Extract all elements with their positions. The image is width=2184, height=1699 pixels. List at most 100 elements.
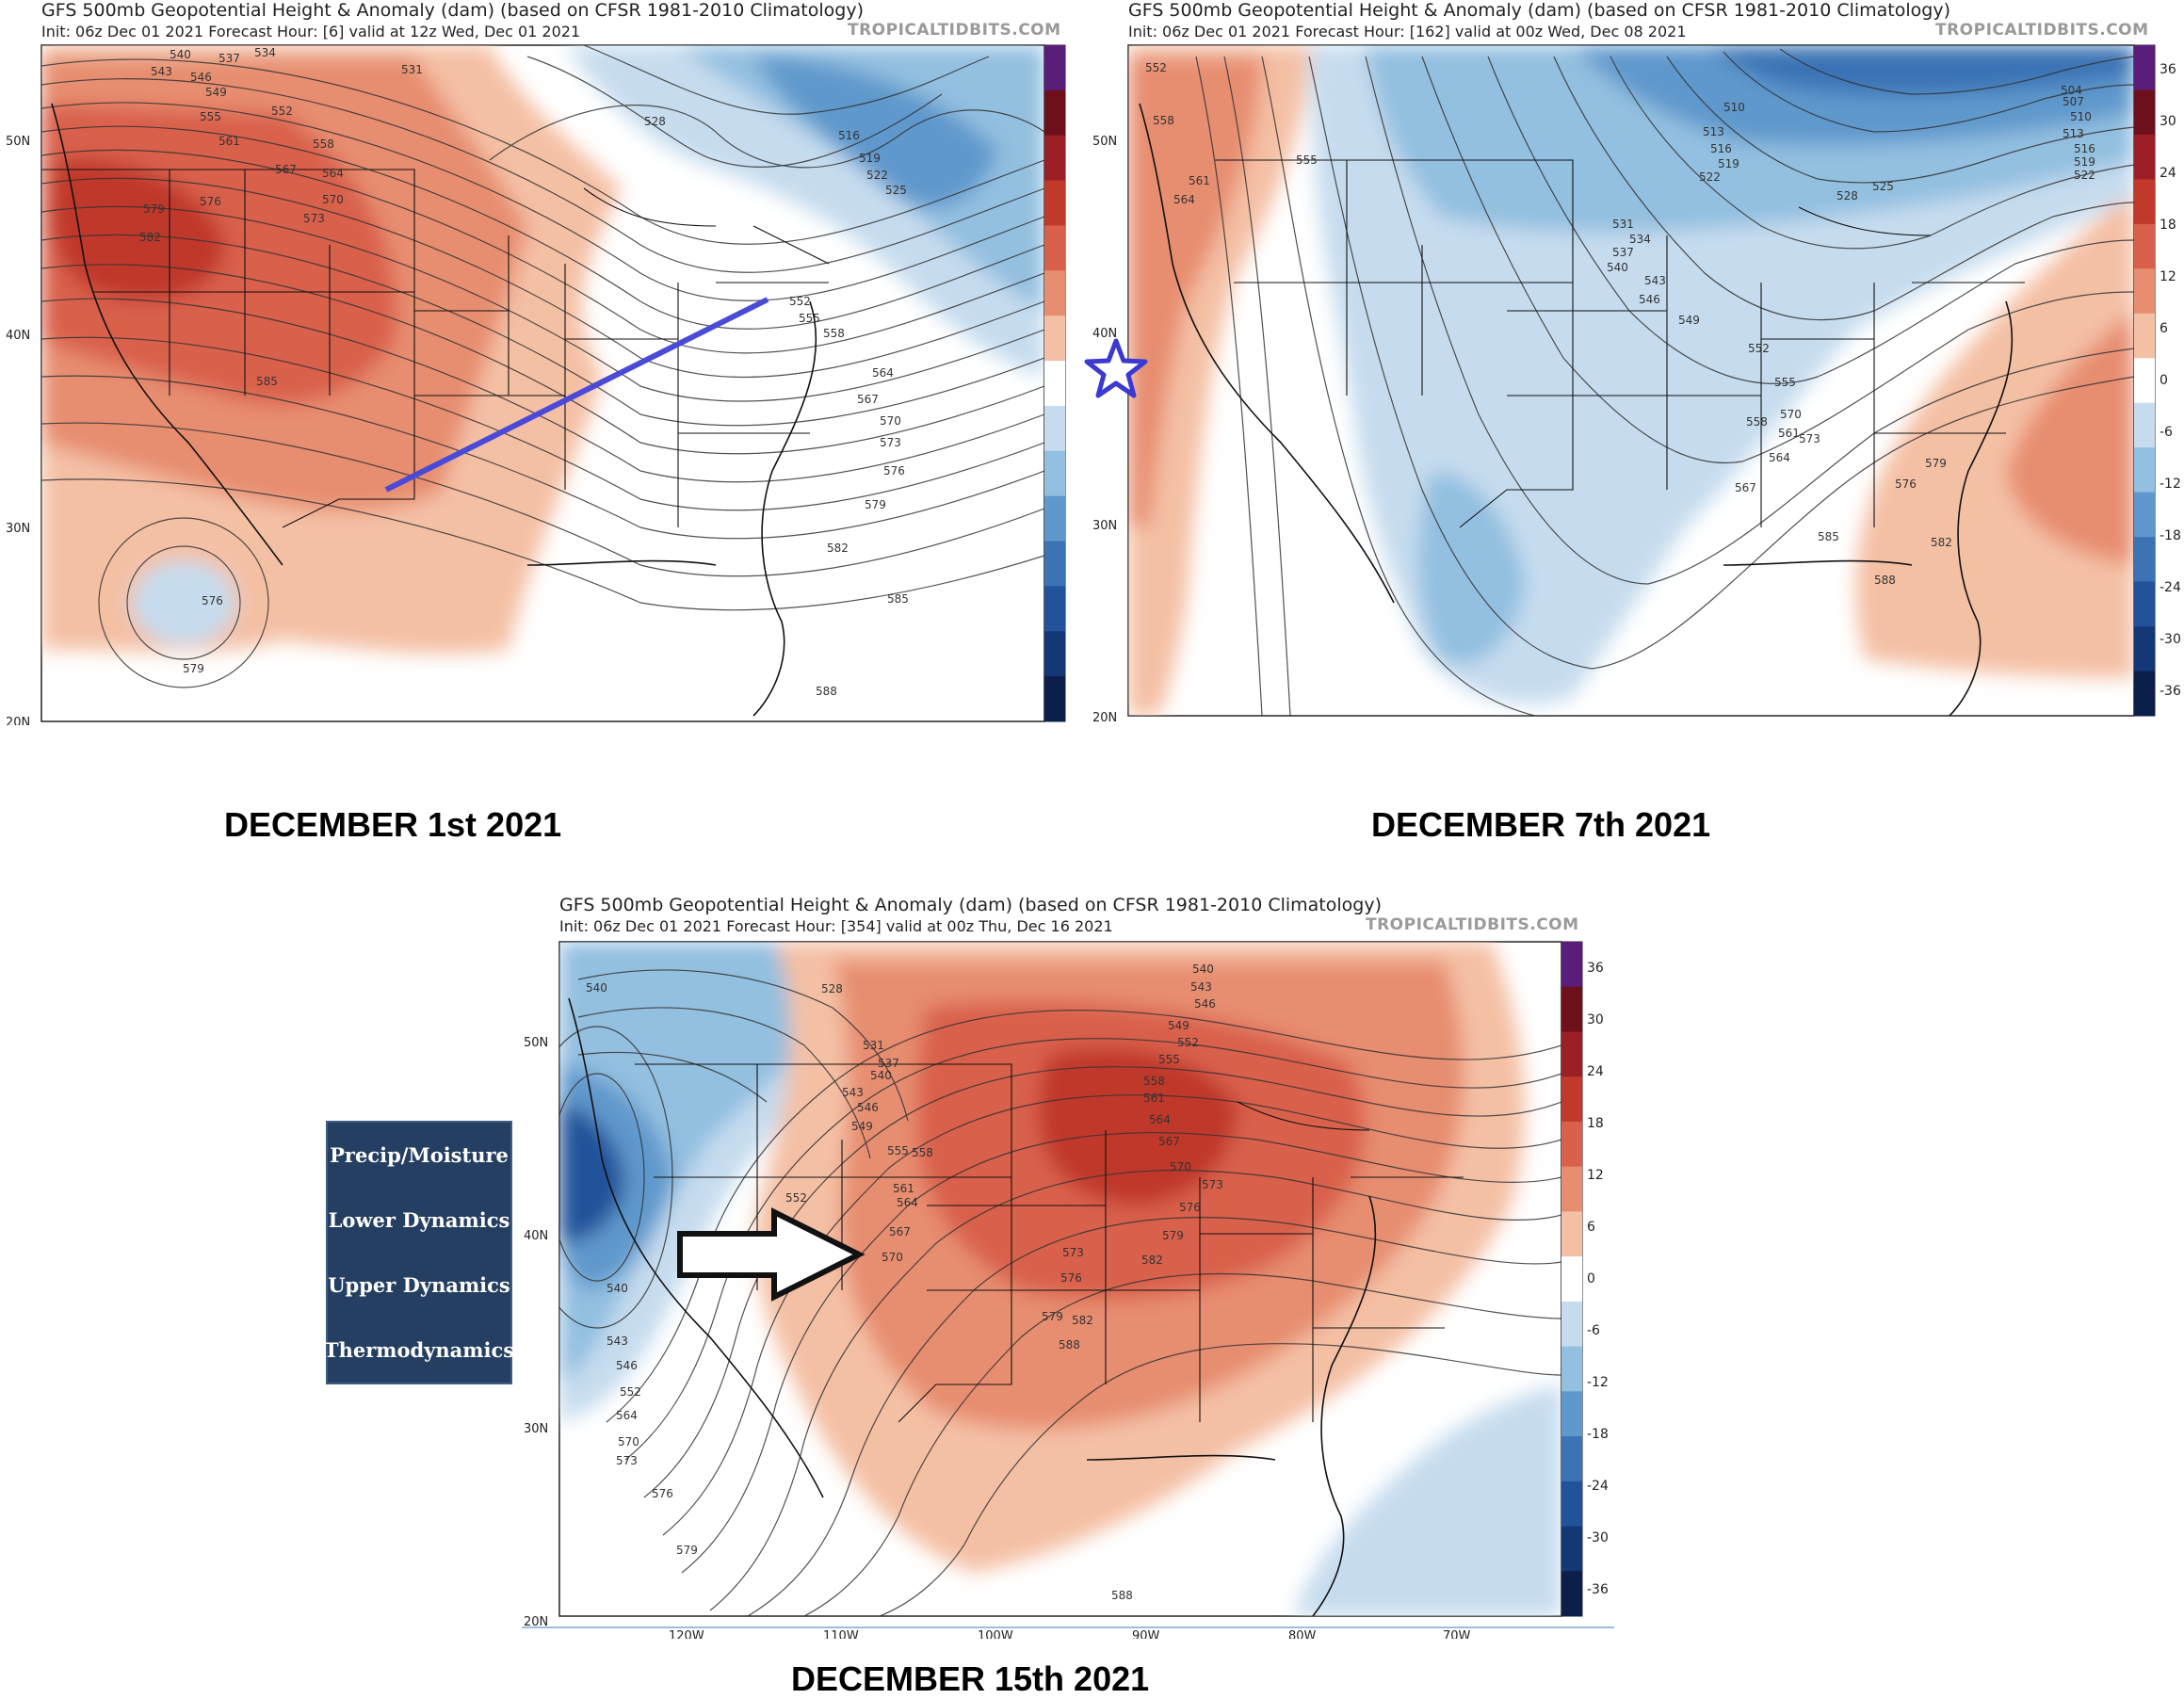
warm-anomaly-west-mid <box>1128 57 1262 527</box>
svg-text:576: 576 <box>1895 477 1917 491</box>
colorbar-swatch <box>2134 402 2155 448</box>
colorbar-label: 30 <box>2160 114 2176 129</box>
colorbar-swatch <box>2134 537 2155 583</box>
svg-text:576: 576 <box>200 195 221 208</box>
colorbar-swatch <box>1044 225 1065 271</box>
svg-text:558: 558 <box>1153 114 1174 127</box>
svg-text:540: 540 <box>586 981 607 995</box>
colorbar-swatch <box>2134 45 2155 90</box>
svg-text:576: 576 <box>652 1487 673 1500</box>
svg-text:570: 570 <box>880 414 901 428</box>
svg-text:555: 555 <box>887 1144 909 1157</box>
colorbar-swatch <box>1044 316 1065 362</box>
svg-text:573: 573 <box>1799 432 1820 445</box>
svg-text:516: 516 <box>1710 142 1732 155</box>
svg-text:582: 582 <box>139 231 161 244</box>
svg-text:513: 513 <box>1703 125 1724 138</box>
colorbar-swatch <box>1561 1301 1582 1348</box>
svg-text:555: 555 <box>200 110 221 123</box>
svg-text:561: 561 <box>1778 427 1800 440</box>
svg-text:519: 519 <box>2074 155 2095 169</box>
colorbar-label: -30 <box>2160 632 2181 647</box>
legend-item-precip: Precip/Moisture <box>330 1143 509 1167</box>
svg-text:522: 522 <box>2074 169 2095 182</box>
map-dec-15: 36 30 24 18 12 6 0 -6 -12 -18 -24 -30 -3… <box>522 941 1614 1639</box>
panel-title: GFS 500mb Geopotential Height & Anomaly … <box>559 895 1382 915</box>
svg-text:576: 576 <box>1060 1271 1082 1285</box>
svg-text:558: 558 <box>912 1146 933 1159</box>
svg-text:555: 555 <box>799 312 820 325</box>
coastlines <box>51 103 817 717</box>
colorbar-label: -12 <box>2160 477 2181 492</box>
coastlines <box>1139 103 2014 716</box>
svg-text:522: 522 <box>1699 170 1721 184</box>
colorbar <box>1561 942 1582 1617</box>
lon-label: 100W <box>978 1629 1013 1639</box>
cold-anomaly-mexico <box>1418 471 1526 665</box>
svg-text:546: 546 <box>190 71 212 84</box>
colorbar-swatch <box>1044 361 1065 407</box>
colorbar-swatch <box>1561 942 1582 988</box>
map-dec-1: 50N 40N 30N 20N 120W 110W 100W 90W 80W 7… <box>6 44 1066 725</box>
colorbar-swatch <box>2134 223 2155 269</box>
svg-text:588: 588 <box>1059 1338 1080 1351</box>
lat-label: 20N <box>1092 711 1117 725</box>
panel-subtitle: Init: 06z Dec 01 2021 Forecast Hour: [35… <box>559 917 1113 935</box>
svg-text:564: 564 <box>616 1409 638 1422</box>
colorbar-label: -18 <box>1587 1427 1609 1442</box>
svg-text:531: 531 <box>401 63 423 76</box>
svg-text:558: 558 <box>1746 415 1768 429</box>
svg-text:573: 573 <box>1062 1246 1084 1259</box>
svg-text:576: 576 <box>202 594 223 607</box>
svg-text:531: 531 <box>863 1039 884 1052</box>
colorbar-swatch <box>1044 89 1065 137</box>
lat-label: 50N <box>6 135 30 149</box>
state-borders <box>1215 159 2025 528</box>
arrow-annotation <box>677 1207 866 1302</box>
colorbar-swatch <box>1044 450 1065 497</box>
svg-text:585: 585 <box>887 592 909 606</box>
date-label: DECEMBER 15th 2021 <box>791 1659 1150 1698</box>
date-label: DECEMBER 7th 2021 <box>1371 805 1711 844</box>
panel-dec-15: GFS 500mb Geopotential Height & Anomaly … <box>522 895 1652 1698</box>
svg-text:564: 564 <box>1149 1113 1171 1126</box>
colorbar-label: -6 <box>1587 1323 1600 1338</box>
colorbar-swatch <box>1044 180 1065 226</box>
svg-text:588: 588 <box>1874 574 1896 587</box>
colorbar-swatch <box>2134 358 2155 404</box>
svg-text:564: 564 <box>897 1196 918 1209</box>
cold-anomaly-west-deep <box>559 1102 625 1243</box>
lat-label: 20N <box>6 716 30 725</box>
colorbar-swatch <box>1044 495 1065 542</box>
svg-text:549: 549 <box>1678 314 1700 327</box>
svg-text:522: 522 <box>866 169 888 182</box>
svg-text:540: 540 <box>870 1069 892 1082</box>
svg-text:540: 540 <box>607 1282 628 1295</box>
colorbar-labels: 36 30 24 18 12 6 0 -6 -12 -18 -24 -30 -3… <box>1587 961 1609 1597</box>
colorbar-label: -36 <box>1587 1582 1609 1597</box>
svg-text:567: 567 <box>1158 1135 1180 1148</box>
colorbar-swatch <box>1044 676 1065 722</box>
colorbar-label: -12 <box>1587 1375 1609 1390</box>
warm-anomaly-max <box>1039 1047 1238 1205</box>
svg-text:537: 537 <box>1612 246 1634 259</box>
colorbar-swatch <box>1044 586 1065 632</box>
colorbar-swatch <box>1044 541 1065 587</box>
svg-text:537: 537 <box>878 1057 899 1070</box>
map-dec-7: 36 30 24 18 12 6 0 -6 -12 -18 -24 -30 -3… <box>1084 44 2181 725</box>
colorbar-swatch <box>1561 1256 1582 1303</box>
category-legend: Precip/Moisture Lower Dynamics Upper Dyn… <box>324 1121 514 1384</box>
svg-text:582: 582 <box>827 542 849 555</box>
axis-line-annotation <box>384 297 769 493</box>
colorbar <box>1044 45 1065 722</box>
brand-watermark: TROPICALTIDBITS.COM <box>848 21 1061 40</box>
svg-text:543: 543 <box>151 65 172 78</box>
coastlines <box>568 997 1377 1616</box>
svg-text:531: 531 <box>1612 218 1634 231</box>
cold-anomaly-pacific <box>132 560 235 645</box>
colorbar-swatch <box>2134 313 2155 359</box>
svg-text:564: 564 <box>322 167 344 180</box>
svg-text:537: 537 <box>218 52 240 65</box>
svg-text:552: 552 <box>789 295 811 308</box>
state-borders <box>635 1063 1464 1423</box>
